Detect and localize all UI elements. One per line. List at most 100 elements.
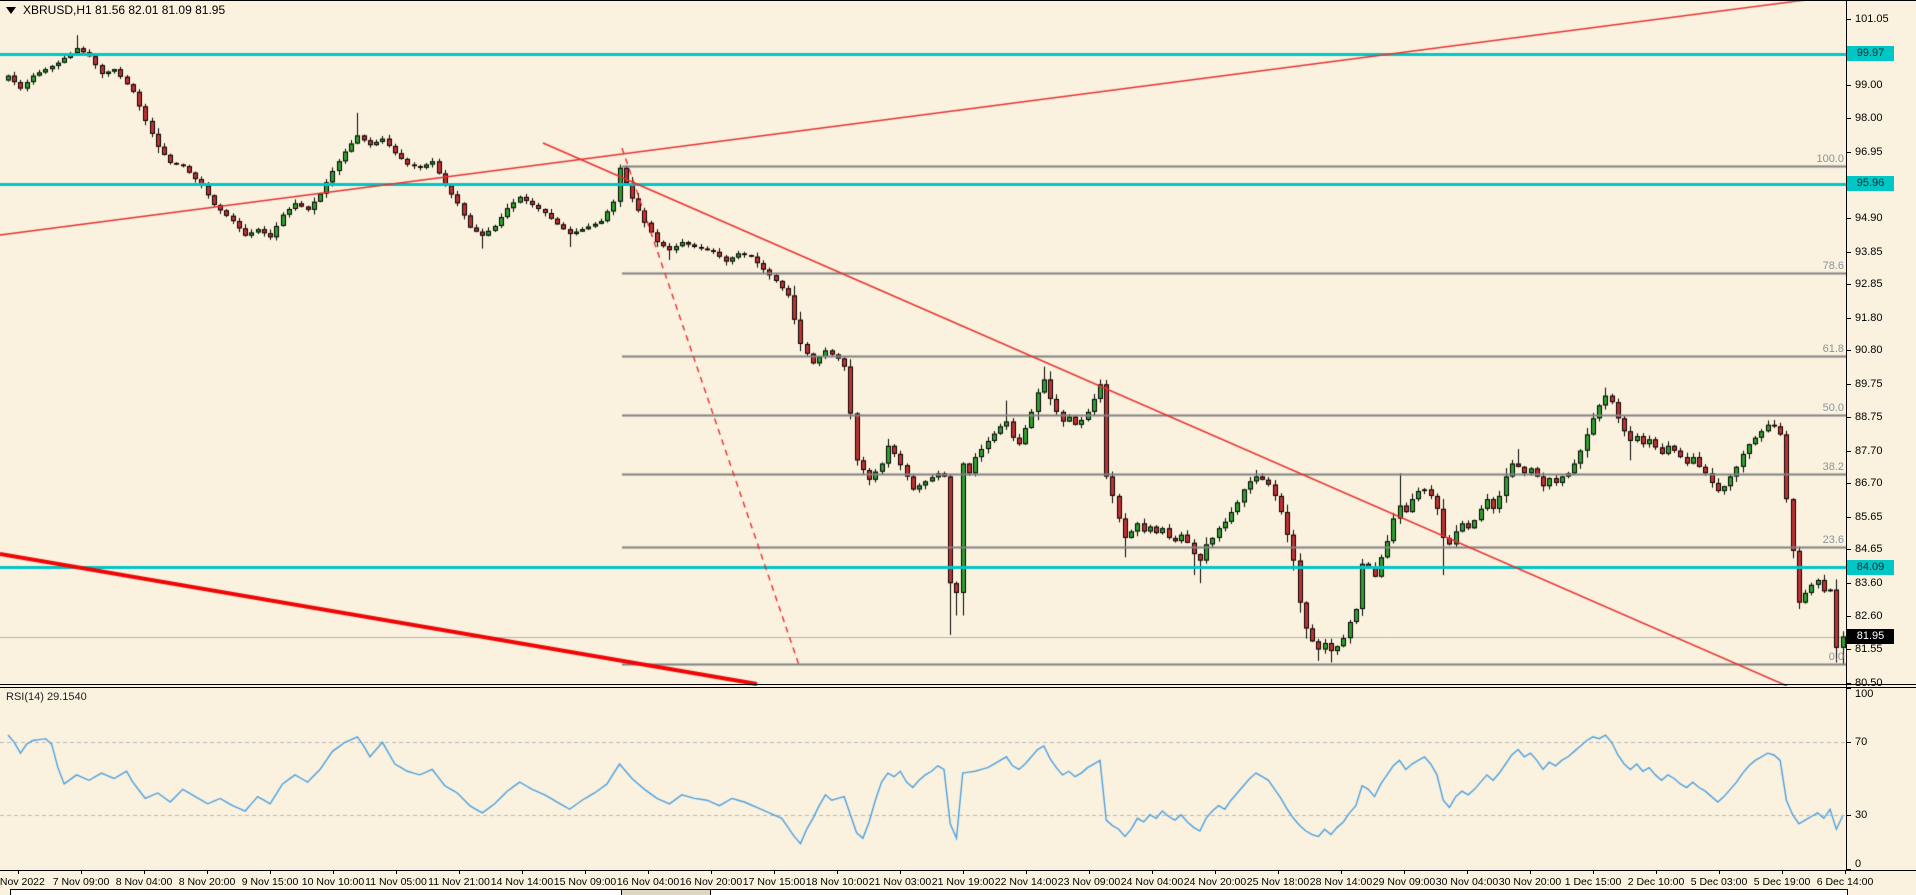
- time-tick-label: 29 Nov 09:00: [1372, 876, 1436, 888]
- time-tick-label: 17 Nov 15:00: [742, 876, 806, 888]
- time-tick-label: 14 Nov 14:00: [490, 876, 554, 888]
- time-tick-label: 22 Nov 14:00: [994, 876, 1058, 888]
- time-tick-label: 16 Nov 20:00: [679, 876, 743, 888]
- time-tick: [1152, 870, 1153, 874]
- time-tick: [459, 870, 460, 874]
- time-tick: [396, 870, 397, 874]
- h-scrollbar[interactable]: [10, 889, 1848, 895]
- time-tick: [1782, 870, 1783, 874]
- time-tick-label: 16 Nov 04:00: [616, 876, 680, 888]
- price-tick: [1846, 218, 1851, 219]
- time-tick: [1404, 870, 1405, 874]
- time-tick: [1467, 870, 1468, 874]
- price-tick: [1846, 252, 1851, 253]
- price-tick-label: 83.60: [1855, 577, 1883, 590]
- price-tick-label: 80.50: [1855, 677, 1883, 690]
- time-tick: [1845, 870, 1846, 874]
- price-tick-label: 82.60: [1855, 609, 1883, 622]
- time-tick-label: 2 Dec 10:00: [1627, 876, 1685, 888]
- price-tick: [1846, 85, 1851, 86]
- price-tick-label: 90.80: [1855, 344, 1883, 357]
- fib-level-label: 23.6: [1822, 533, 1844, 546]
- price-tick: [1846, 583, 1851, 584]
- rsi-tick: [1846, 815, 1851, 816]
- current-price-badge: 81.95: [1847, 629, 1894, 645]
- symbol-info: XBRUSD,H1 81.56 82.01 81.09 81.95: [6, 3, 225, 17]
- time-tick-label: 21 Nov 19:00: [931, 876, 995, 888]
- rsi-indicator-canvas[interactable]: [0, 688, 1846, 870]
- time-tick: [1026, 870, 1027, 874]
- time-tick-label: 8 Nov 20:00: [178, 876, 236, 888]
- price-tick-label: 88.75: [1855, 410, 1883, 423]
- rsi-tick: [1846, 742, 1851, 743]
- price-tick: [1846, 284, 1851, 285]
- time-tick-label: 23 Nov 09:00: [1057, 876, 1121, 888]
- time-tick-label: 8 Nov 04:00: [115, 876, 173, 888]
- window-top-border: [0, 0, 1916, 1]
- time-tick: [18, 870, 19, 874]
- price-tick-label: 93.85: [1855, 245, 1883, 258]
- fib-level-label: 0.0: [1828, 651, 1844, 664]
- price-tick: [1846, 19, 1851, 20]
- price-tick: [1846, 616, 1851, 617]
- time-tick: [963, 870, 964, 874]
- time-tick: [270, 870, 271, 874]
- time-tick-label: 24 Nov 04:00: [1120, 876, 1184, 888]
- time-tick: [648, 870, 649, 874]
- fib-level-label: 61.8: [1822, 343, 1844, 356]
- time-axis-line: [0, 870, 1916, 871]
- price-tick-label: 87.70: [1855, 444, 1883, 457]
- time-tick: [1278, 870, 1279, 874]
- time-tick-label: 24 Nov 20:00: [1183, 876, 1247, 888]
- time-tick: [1656, 870, 1657, 874]
- time-tick: [81, 870, 82, 874]
- rsi-panel-top-border: [0, 687, 1916, 688]
- candlestick-chart-canvas[interactable]: [0, 0, 1846, 686]
- collapse-triangle-icon[interactable]: [6, 6, 16, 14]
- price-level-badge: 84.09: [1847, 559, 1894, 575]
- time-tick: [207, 870, 208, 874]
- time-tick-label: 4 Nov 2022: [0, 876, 45, 888]
- time-tick: [900, 870, 901, 874]
- main-panel-bottom-border: [0, 684, 1916, 685]
- time-tick: [1719, 870, 1720, 874]
- price-tick: [1846, 152, 1851, 153]
- fib-level-label: 50.0: [1822, 402, 1844, 415]
- time-tick: [522, 870, 523, 874]
- rsi-tick-label: 100: [1855, 688, 1874, 700]
- price-tick: [1846, 649, 1851, 650]
- price-tick-label: 89.75: [1855, 378, 1883, 391]
- time-tick-label: 11 Nov 21:00: [428, 876, 490, 888]
- time-tick-label: 1 Dec 15:00: [1564, 876, 1622, 888]
- time-tick-label: 30 Nov 20:00: [1498, 876, 1562, 888]
- time-tick-label: 30 Nov 04:00: [1435, 876, 1499, 888]
- fib-level-label: 100.0: [1816, 153, 1844, 166]
- time-tick: [837, 870, 838, 874]
- price-tick-label: 92.85: [1855, 278, 1883, 291]
- price-level-badge: 95.96: [1847, 176, 1894, 192]
- price-tick: [1846, 318, 1851, 319]
- price-tick-label: 101.05: [1855, 13, 1889, 26]
- time-tick: [774, 870, 775, 874]
- price-tick: [1846, 517, 1851, 518]
- rsi-tick-label: 70: [1855, 736, 1868, 749]
- rsi-tick: [1846, 688, 1851, 689]
- price-tick-label: 96.95: [1855, 145, 1883, 158]
- rsi-tick: [1846, 869, 1851, 870]
- price-tick-label: 84.65: [1855, 543, 1883, 556]
- time-tick-label: 9 Nov 15:00: [241, 876, 299, 888]
- h-scrollbar-thumb[interactable]: [621, 890, 711, 895]
- price-tick-label: 98.00: [1855, 111, 1883, 124]
- time-tick: [144, 870, 145, 874]
- time-tick-label: 5 Dec 03:00: [1690, 876, 1748, 888]
- price-tick: [1846, 451, 1851, 452]
- time-tick: [333, 870, 334, 874]
- symbol-ohlc-text: XBRUSD,H1 81.56 82.01 81.09 81.95: [23, 3, 226, 17]
- time-tick-label: 18 Nov 10:00: [805, 876, 869, 888]
- price-tick-label: 86.70: [1855, 476, 1883, 489]
- price-tick: [1846, 384, 1851, 385]
- fib-level-label: 38.2: [1822, 460, 1844, 473]
- price-tick: [1846, 417, 1851, 418]
- price-tick: [1846, 118, 1851, 119]
